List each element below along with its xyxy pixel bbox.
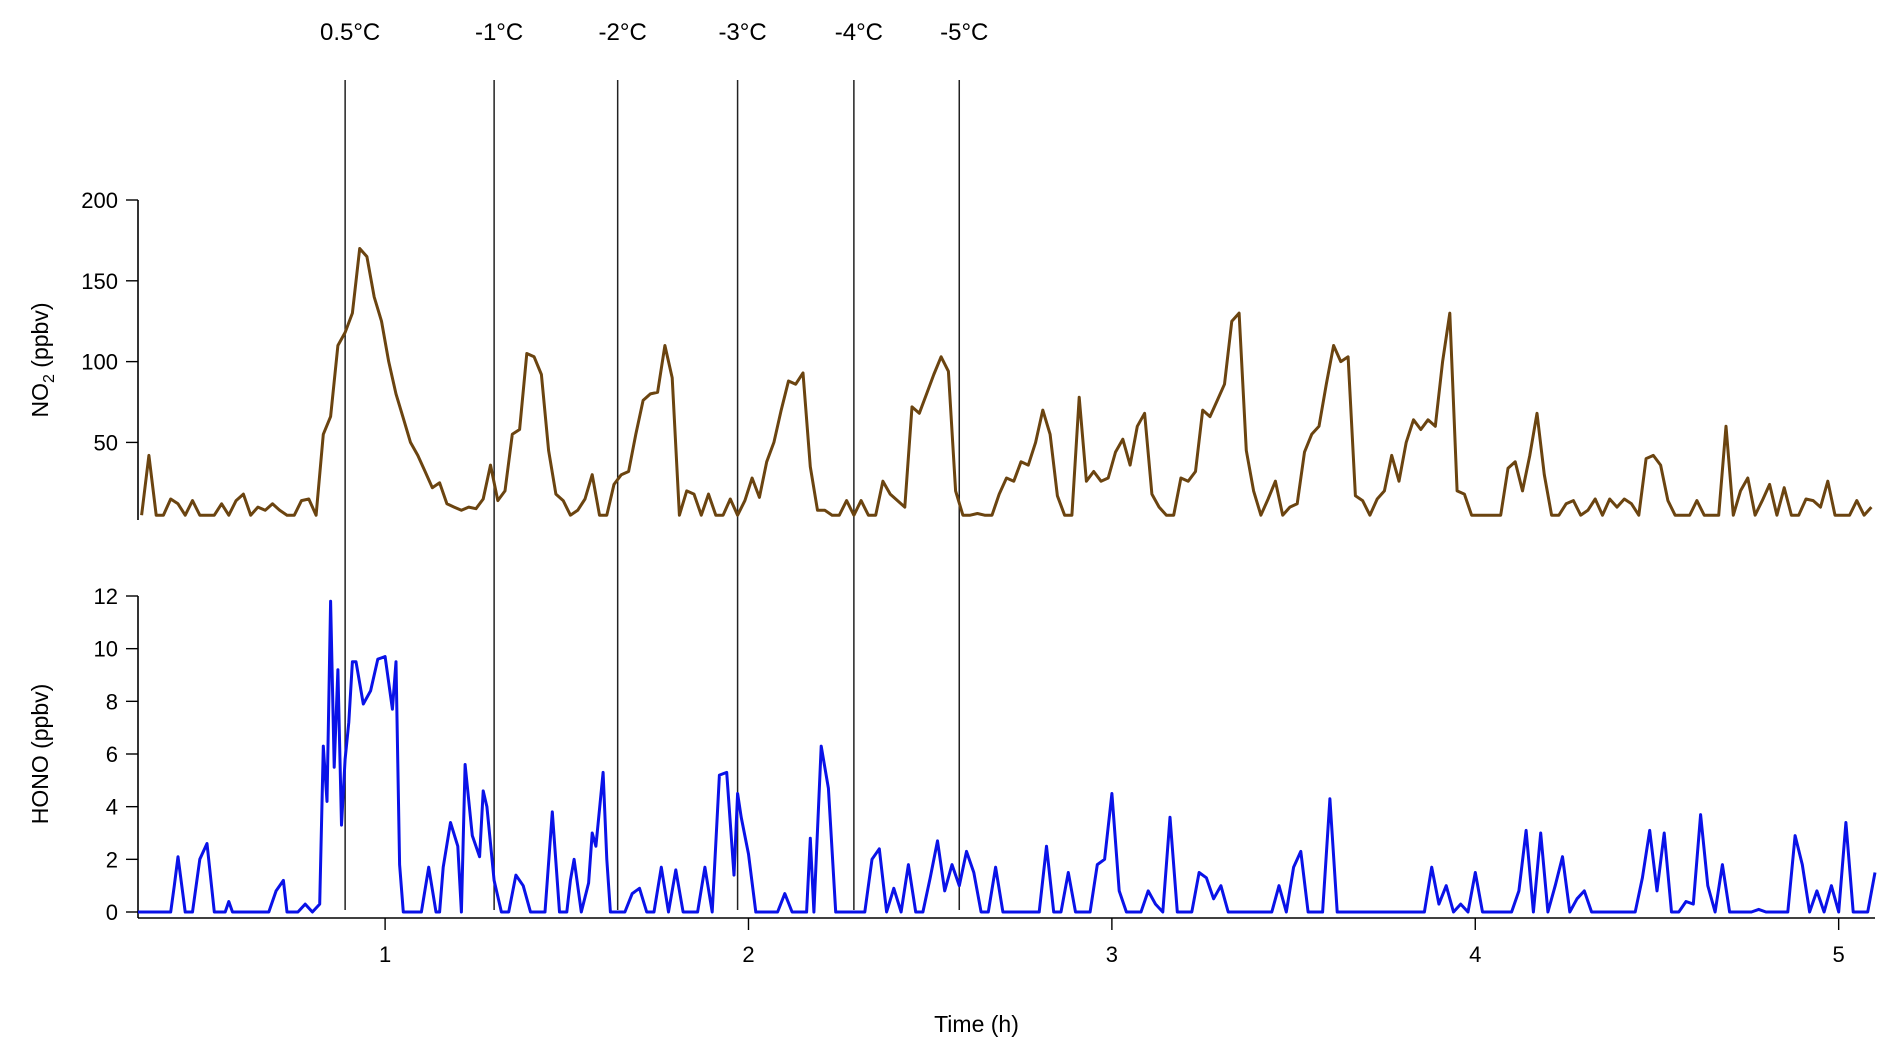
no2-y-ticks: 50 100 150 200 [81, 188, 138, 455]
event-label-3: -2°C [599, 19, 647, 46]
no2-y-tick-label-50: 50 [94, 430, 118, 455]
x-tick-label-5: 5 [1833, 942, 1845, 967]
x-tick-label-3: 3 [1106, 942, 1118, 967]
event-label-4: -3°C [718, 19, 766, 46]
event-label-2: -1°C [475, 19, 523, 46]
event-label-6: -5°C [940, 19, 988, 46]
no2-ylabel-unit: (ppbv) [27, 303, 53, 375]
no2-y-tick-label-200: 200 [81, 188, 118, 213]
hono-y-tick-label-10: 10 [94, 637, 118, 662]
no2-series-line [140, 247, 1873, 517]
no2-ylabel-subscript: 2 [41, 374, 58, 383]
x-ticks: 1 2 3 4 5 [379, 918, 1845, 967]
x-axis-label: Time (h) [934, 1011, 1019, 1037]
hono-y-axis-label: HONO (ppbv) [27, 684, 53, 825]
no2-y-tick-label-150: 150 [81, 269, 118, 294]
hono-y-tick-label-2: 2 [106, 847, 118, 872]
no2-y-axis-label: NO2 (ppbv) [27, 303, 58, 418]
x-tick-label-1: 1 [379, 942, 391, 967]
x-axis: 1 2 3 4 5 Time (h) [138, 917, 1875, 1037]
hono-y-tick-label-0: 0 [106, 900, 118, 925]
hono-y-tick-label-8: 8 [106, 689, 118, 714]
no2-panel: 50 100 150 200 NO2 (ppbv) [27, 188, 1873, 520]
event-label-5: -4°C [835, 19, 883, 46]
x-tick-label-4: 4 [1469, 942, 1481, 967]
temperature-event-markers: 0.5°C -1°C -2°C -3°C -4°C -5°C [320, 19, 988, 910]
hono-y-tick-label-4: 4 [106, 795, 118, 820]
hono-series-line [138, 599, 1877, 914]
hono-y-ticks: 0 2 4 6 8 10 12 [94, 584, 138, 925]
x-tick-label-2: 2 [742, 942, 754, 967]
hono-y-tick-label-6: 6 [106, 742, 118, 767]
no2-ylabel-main: NO [27, 383, 53, 418]
hono-y-tick-label-12: 12 [94, 584, 118, 609]
no2-y-tick-label-100: 100 [81, 350, 118, 375]
hono-panel: 0 2 4 6 8 10 12 HONO (ppbv) [27, 584, 1877, 925]
event-label-1: 0.5°C [320, 19, 380, 46]
